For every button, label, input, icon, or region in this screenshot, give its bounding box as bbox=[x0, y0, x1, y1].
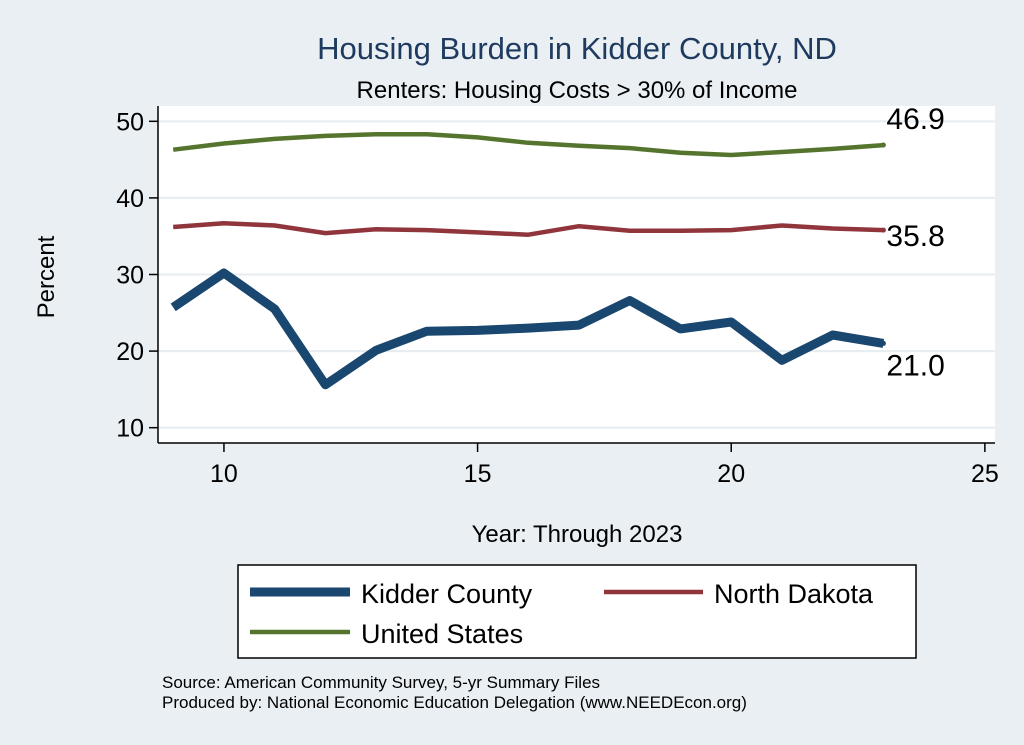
series-line-north-dakota bbox=[173, 220, 884, 237]
y-tick-label-10: 10 bbox=[116, 415, 144, 443]
y-tick-label-30: 30 bbox=[116, 262, 144, 290]
chart-subtitle: Renters: Housing Costs > 30% of Income bbox=[357, 77, 798, 104]
x-tick-label-15: 15 bbox=[464, 460, 492, 488]
x-tick-label-10: 10 bbox=[210, 460, 238, 488]
legend-label-united-states: United States bbox=[361, 619, 523, 649]
series-line-united-states bbox=[172, 132, 884, 158]
legend-box bbox=[237, 564, 917, 659]
legend-label-kidder-county: Kidder County bbox=[361, 579, 533, 609]
y-axis-label: Percent bbox=[33, 235, 60, 318]
end-labels: 21.0 35.8 46.9 bbox=[886, 103, 944, 382]
y-tick-label-20: 20 bbox=[116, 338, 144, 366]
axes: 10 20 30 40 50 10 15 20 25 bbox=[116, 106, 999, 488]
end-marker-kidder-county bbox=[880, 340, 886, 346]
legend: Kidder County North Dakota United States bbox=[237, 564, 917, 659]
end-label-kidder-county: 21.0 bbox=[886, 349, 944, 382]
series-line-kidder-county bbox=[170, 268, 885, 390]
y-tick-label-50: 50 bbox=[116, 108, 144, 136]
end-label-north-dakota: 35.8 bbox=[886, 220, 944, 253]
y-tick-label-40: 40 bbox=[116, 185, 144, 213]
x-axis-label: Year: Through 2023 bbox=[472, 521, 683, 548]
chart-title: Housing Burden in Kidder County, ND bbox=[317, 31, 837, 66]
grid-lines bbox=[158, 120, 995, 429]
legend-label-north-dakota: North Dakota bbox=[714, 579, 874, 609]
end-label-united-states: 46.9 bbox=[886, 103, 944, 136]
x-tick-label-20: 20 bbox=[717, 460, 745, 488]
source-note: Source: American Community Survey, 5-yr … bbox=[162, 673, 600, 692]
series-lines bbox=[170, 132, 886, 390]
produced-by-note: Produced by: National Economic Education… bbox=[162, 693, 747, 712]
end-marker-north-dakota bbox=[880, 227, 886, 233]
x-tick-label-25: 25 bbox=[971, 460, 999, 488]
end-marker-united-states bbox=[880, 142, 886, 148]
